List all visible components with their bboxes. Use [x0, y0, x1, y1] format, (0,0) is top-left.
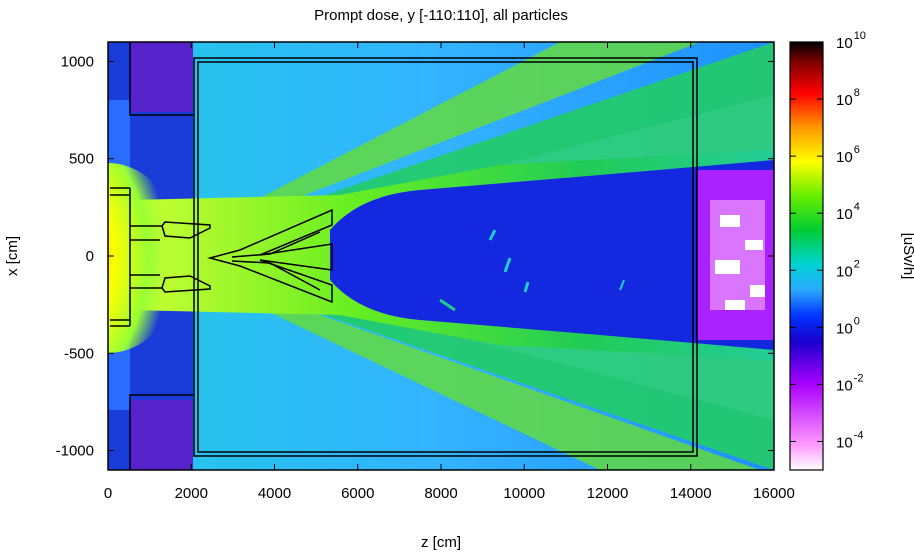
horn-1-outline [130, 221, 211, 293]
y-tick-label: 0 [86, 248, 94, 265]
colorbar-tick-label: 106 [836, 144, 860, 166]
colorbar-tick-label: 102 [836, 258, 860, 280]
x-axis: 0 2000 4000 6000 8000 10000 12000 14000 16000 [104, 42, 795, 502]
colorbar-tick-label: 100 [836, 315, 860, 337]
colorbar-label: [uSv/h] [900, 233, 914, 280]
y-axis: 1000 500 0 -500 -1000 [56, 53, 774, 460]
y-tick-label: 1000 [61, 53, 94, 70]
top-left-corner-region [130, 42, 193, 112]
y-tick-label: -500 [64, 345, 94, 362]
bottom-left-corner-region [130, 400, 193, 470]
inner-shield-top-outline [129, 42, 194, 116]
y-tick-label: 500 [69, 151, 94, 168]
x-tick-label: 4000 [258, 485, 291, 502]
colorbar-tick-label: 10-4 [836, 429, 863, 451]
x-tick-label: 8000 [424, 485, 457, 502]
x-tick-label: 10000 [503, 485, 545, 502]
heatmap-area [108, 42, 774, 470]
colorbar-tick-label: 108 [836, 87, 860, 109]
colorbar: 1010 108 106 104 102 100 10-2 10-4 [uSv/h] [789, 30, 914, 471]
geometry-outlines [110, 42, 698, 470]
y-tick-label: -1000 [56, 443, 94, 460]
horn-2-outline [207, 208, 333, 304]
source-hotspot [108, 163, 183, 353]
x-tick-label: 0 [104, 485, 112, 502]
y-axis-title: x [cm] [4, 236, 21, 276]
colorbar-tick-label: 104 [836, 201, 860, 223]
x-tick-label: 2000 [175, 485, 208, 502]
x-tick-label: 12000 [587, 485, 629, 502]
hall-box-outline [193, 57, 698, 457]
x-tick-label: 14000 [670, 485, 712, 502]
x-tick-label: 6000 [341, 485, 374, 502]
x-tick-label: 16000 [753, 485, 795, 502]
colorbar-tick-label: 1010 [836, 30, 866, 52]
shielded-core [330, 160, 774, 350]
inner-shield-bottom-outline [129, 394, 194, 470]
colorbar-gradient [789, 41, 824, 471]
colorbar-tick-label: 10-2 [836, 372, 863, 394]
chart-title: Prompt dose, y [-110:110], all particles [314, 7, 568, 24]
x-axis-title: z [cm] [421, 534, 461, 551]
